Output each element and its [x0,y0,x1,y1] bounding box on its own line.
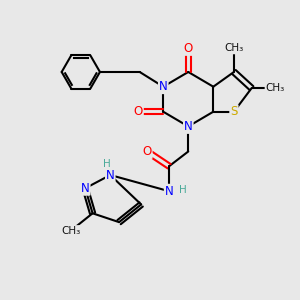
Text: N: N [81,182,90,195]
Text: N: N [184,120,193,133]
Text: CH₃: CH₃ [61,226,80,236]
Text: CH₃: CH₃ [266,83,285,93]
Text: N: N [106,169,115,182]
Text: O: O [142,145,152,158]
Text: CH₃: CH₃ [224,44,244,53]
Text: H: H [103,159,111,169]
Text: N: N [159,80,168,93]
Text: O: O [134,105,143,118]
Text: S: S [230,105,238,118]
Text: N: N [165,185,173,198]
Text: H: H [178,185,186,195]
Text: O: O [184,42,193,55]
